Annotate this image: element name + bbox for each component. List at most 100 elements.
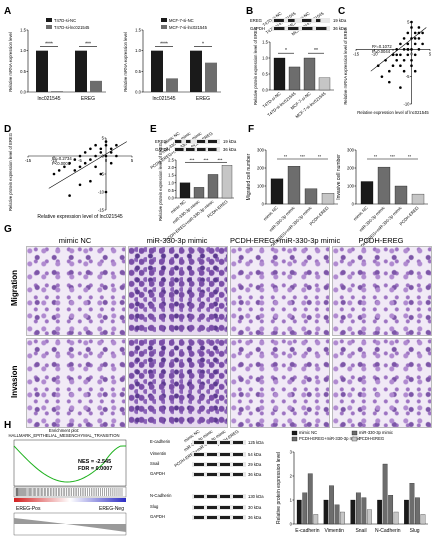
panel-a-left-bar: [75, 50, 87, 92]
panel-i-legend-label: mimic NC: [299, 430, 317, 435]
panel-b-band: [288, 19, 295, 22]
panel-f-right-bar: [411, 193, 425, 205]
panel-d-point: [99, 147, 103, 151]
panel-i-kda: 30 kDa: [248, 505, 262, 510]
panel-i-band: [220, 516, 230, 519]
panel-b-band: [316, 19, 321, 22]
panel-d-point: [89, 147, 92, 151]
panel-h-es-frame: [13, 439, 127, 487]
panel-i-band: [220, 453, 230, 456]
panel-b-bar: [318, 77, 331, 91]
panel-c-point: [388, 80, 391, 84]
panel-i-bar: [415, 497, 420, 525]
panel-a-left-ytick-label: 0.5: [20, 69, 26, 74]
panel-b-ylabel: Relative protein expression level of ERE…: [253, 27, 258, 105]
panel-a-right-bar: [205, 62, 217, 92]
panel-a-left-ytick-label: 0.0: [20, 90, 26, 95]
panel-e-bar: [193, 187, 205, 199]
panel-d-point: [109, 161, 113, 165]
panel-c-point: [413, 53, 417, 57]
panel-a-right-legend-swatch: [161, 18, 167, 22]
panel-a-left-bar: [51, 91, 63, 92]
panel-e-ytick-label: 1.5: [168, 173, 174, 178]
panel-i-bar: [382, 463, 388, 525]
panel-d-point: [89, 158, 92, 161]
panel-h-metric-area: [14, 518, 126, 532]
panel-b-bar: [303, 57, 316, 91]
panel-a-left-legend-swatch: [46, 25, 52, 29]
panel-b-blot-strip: [272, 26, 330, 31]
panel-c-point: [391, 64, 395, 68]
panel-i-bar: [366, 509, 372, 525]
panel-a-right-ytick-label: 0.0: [135, 90, 141, 95]
panel-i-band: [207, 441, 217, 444]
panel-d-ytick-label: 5: [102, 136, 105, 141]
panel-c-point: [410, 64, 413, 68]
panel-i-bar: [334, 504, 340, 525]
panel-i-bar: [350, 499, 356, 525]
panel-b-ytick-label: 1.5: [262, 40, 268, 45]
panel-f-right-bar: [394, 185, 408, 205]
panel-letter-c: C: [338, 6, 345, 17]
panel-i-kda: 54 kDa: [248, 452, 262, 457]
panel-a-right-legend-label: MCF-7-si-lnc021545: [169, 25, 208, 30]
panel-e-ylabel: Relative protein expression level of ERE…: [158, 143, 163, 221]
panel-d-point: [57, 169, 61, 172]
panel-i-band: [207, 516, 217, 519]
panel-e-bar: [207, 174, 219, 199]
panel-i-band: [194, 516, 204, 519]
panel-a-right-ylabel: Relative mRNA expression level: [123, 32, 128, 92]
panel-c-point: [399, 64, 402, 68]
panel-b-band: [302, 27, 313, 30]
panel-e-band: [186, 148, 195, 151]
panel-c-point: [410, 37, 413, 40]
panel-e-kda: 36 kDa: [223, 147, 237, 152]
panel-c-point: [410, 48, 413, 51]
panel-i-legend-swatch: [291, 430, 298, 436]
panel-i-band: [233, 516, 243, 519]
panel-i-band: [194, 463, 204, 466]
panel-i-blot-label: Slug: [150, 504, 159, 509]
panel-d-p: P<0.0001: [52, 161, 71, 166]
panel-i-category: E-cadherin: [295, 528, 319, 534]
panel-i-bar: [409, 483, 415, 525]
panel-i-bar: [361, 497, 367, 525]
panel-f-right-stars: **: [408, 154, 412, 159]
panel-d-point: [99, 172, 103, 176]
panel-letter-f: F: [248, 124, 254, 135]
panel-c-ylabel: Relative mRNA expression level of EREG: [343, 27, 348, 104]
panel-h-fdr: FDR = 0.0007: [78, 466, 112, 472]
panel-e-blot-label: GAPDH: [155, 147, 170, 152]
panel-c-point: [413, 31, 417, 35]
panel-g-micrograph: [26, 338, 126, 428]
panel-d-point: [68, 194, 71, 197]
panel-a-left-bar: [36, 50, 48, 92]
panel-e-ytick-label: 0.5: [168, 188, 174, 193]
panel-c-r2: R²=0.1072: [372, 44, 392, 49]
panel-f-left-ylabel: Migrated cell number: [246, 153, 252, 200]
panel-d-ytick-label: -10: [98, 190, 105, 195]
panel-f-left-bar: [304, 188, 318, 205]
panel-d-ytick-label: -15: [98, 208, 105, 213]
panel-i-kda: 130 kDa: [248, 494, 264, 499]
panel-g-column-label: miR-330-3p mimic: [146, 236, 208, 245]
panel-c-point: [417, 37, 421, 40]
panel-c-point: [413, 42, 417, 46]
panel-e-stars: ***: [218, 157, 223, 162]
panel-d-point: [115, 143, 118, 147]
panel-b-band: [288, 27, 299, 30]
panel-b-band: [274, 19, 284, 22]
panel-c-point: [402, 48, 406, 51]
panel-a-right-bar: [166, 78, 178, 92]
panel-d-xlabel: Relative expression level of lnc021545: [37, 214, 123, 220]
panel-f-right-ytick-label: 200: [347, 166, 355, 171]
panel-i-bar: [323, 499, 329, 525]
panel-h-subtitle: HALLMARK_EPITHELIAL_MESENCHYMAL_TRANSITI…: [9, 433, 120, 438]
panel-g-micrograph: [332, 338, 432, 428]
panel-c-xlabel: Relative expression level of lnc021545: [357, 110, 429, 115]
panel-i-category: N-Cadherin: [375, 528, 401, 534]
panel-i-legend-label: miR-330-3p mimic: [359, 430, 393, 435]
panel-d-point: [104, 140, 108, 143]
panel-g-row-label: Invasion: [10, 365, 19, 398]
panel-b-ytick-label: 0.0: [262, 88, 268, 93]
